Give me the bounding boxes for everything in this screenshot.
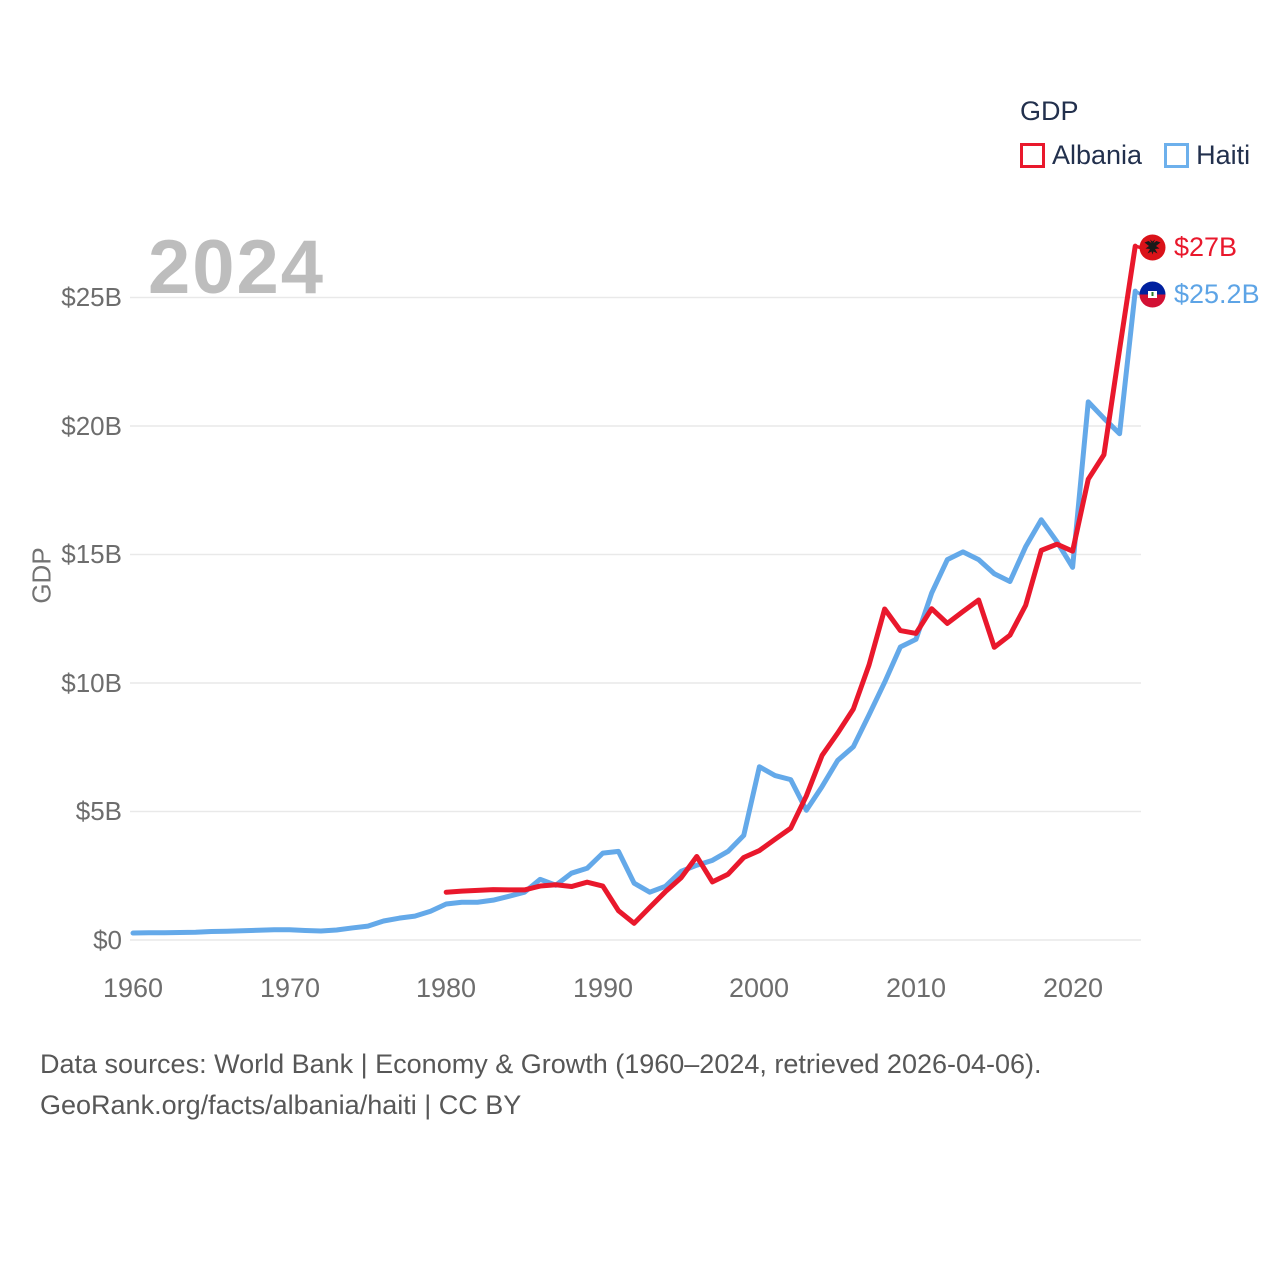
x-tick-1970: 1970 bbox=[259, 973, 321, 1003]
x-tick-2000: 2000 bbox=[728, 973, 790, 1003]
y-tick-0: $0 bbox=[93, 925, 122, 955]
albania-end-label: $27B bbox=[1139, 233, 1237, 261]
legend-label-haiti: Haiti bbox=[1196, 140, 1251, 170]
x-tick-2010: 2010 bbox=[885, 973, 947, 1003]
y-tick-15: $15B bbox=[61, 539, 122, 569]
y-tick-5: $5B bbox=[75, 796, 122, 826]
haiti-swatch-icon bbox=[1164, 143, 1190, 168]
x-tick-1960: 1960 bbox=[102, 973, 164, 1003]
albania-end-value: $27B bbox=[1174, 232, 1238, 262]
gridlines bbox=[130, 296, 1141, 941]
watermark-year: 2024 bbox=[148, 225, 326, 310]
haiti-end-value: $25.2B bbox=[1174, 279, 1260, 309]
y-tick-20: $20B bbox=[61, 411, 122, 441]
legend-item-albania[interactable]: Albania bbox=[1020, 140, 1142, 171]
albania-flag-icon bbox=[1139, 234, 1166, 260]
legend-title: GDP bbox=[1020, 96, 1079, 126]
x-tick-1990: 1990 bbox=[572, 973, 634, 1003]
y-tick-10: $10B bbox=[61, 668, 122, 698]
y-tick-25: $25B bbox=[61, 282, 122, 312]
legend-item-haiti[interactable]: Haiti bbox=[1164, 140, 1250, 171]
haiti-flag-icon bbox=[1139, 281, 1166, 307]
footer-url-line: GeoRank.org/facts/albania/haiti | CC BY bbox=[40, 1090, 522, 1120]
albania-series-line[interactable] bbox=[443, 243, 1138, 926]
x-tick-2020: 2020 bbox=[1042, 973, 1104, 1003]
albania-swatch-icon bbox=[1020, 143, 1045, 168]
legend-label-albania: Albania bbox=[1052, 140, 1143, 170]
haiti-series-line[interactable] bbox=[130, 288, 1138, 936]
haiti-end-label: $25.2B bbox=[1139, 280, 1260, 308]
x-tick-1980: 1980 bbox=[415, 973, 477, 1003]
chart-legend: GDP Albania Haiti bbox=[1020, 96, 1250, 171]
footer-sources-line: Data sources: World Bank | Economy & Gro… bbox=[40, 1049, 1042, 1079]
footer-attribution: Data sources: World Bank | Economy & Gro… bbox=[40, 1044, 1042, 1126]
